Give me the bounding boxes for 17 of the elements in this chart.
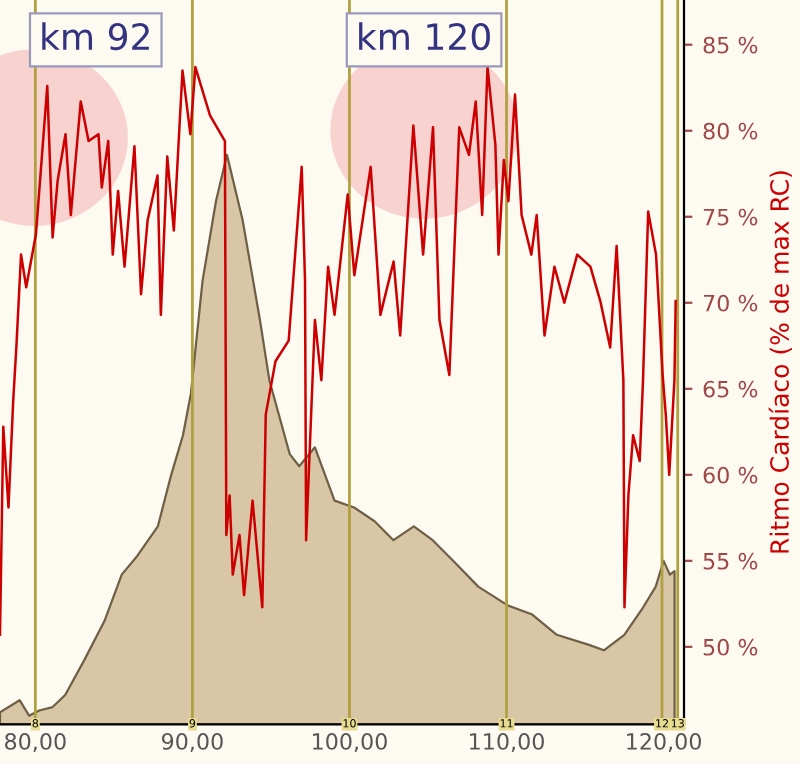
annotation: km 120 <box>359 22 490 51</box>
annotation: km 92 <box>42 22 149 51</box>
y-tick-label: 80 % <box>703 122 758 140</box>
y-tick-label: 55 % <box>703 552 758 570</box>
x-tick-label: 100,00 <box>313 733 387 753</box>
y-tick-label: 60 % <box>703 466 758 484</box>
y-tick-label: 50 % <box>703 638 758 656</box>
x-tick-label: 120,00 <box>627 733 701 753</box>
line-series <box>0 65 677 637</box>
y-tick-label: 70 % <box>703 294 758 312</box>
y-axis-title: Ritmo Cardíaco (% de max RC) <box>768 171 792 553</box>
y-tick-label: 85 % <box>703 36 758 54</box>
x-tick-label: 80,00 <box>5 733 66 753</box>
y-tick-label: 65 % <box>703 380 758 398</box>
x-tick-label: 110,00 <box>470 733 544 753</box>
x-tick-label: 90,00 <box>161 733 223 753</box>
y-tick-label: 75 % <box>703 208 758 226</box>
